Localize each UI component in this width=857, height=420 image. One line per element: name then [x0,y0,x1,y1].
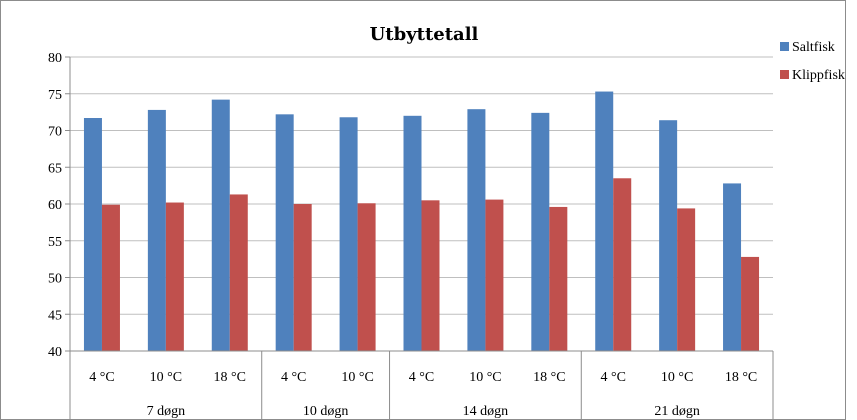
bar-saltfisk [531,112,550,351]
x-category-label: 4 °C [601,370,626,385]
y-tick-label: 75 [48,88,62,103]
bar-klippfisk [101,204,120,351]
bar-saltfisk [275,114,294,351]
y-tick-label: 40 [48,345,62,360]
y-tick-label: 55 [48,235,62,250]
legend-swatch [780,70,789,79]
x-category-label: 18 °C [214,370,246,385]
y-tick-label: 60 [48,198,62,213]
bar-klippfisk [293,204,312,351]
bar-saltfisk [83,118,102,351]
x-category-label: 10 °C [661,370,693,385]
x-group-label: 21 døgn [654,404,700,419]
x-category-label: 10 °C [469,370,501,385]
x-category-label: 4 °C [89,370,114,385]
y-tick-label: 45 [48,308,62,323]
x-category-label: 18 °C [533,370,565,385]
legend: Saltfisk Klippfisk [780,40,845,83]
y-tick-label: 65 [48,161,62,176]
legend-label: Klippfisk [792,68,845,83]
bar-saltfisk [339,117,358,352]
legend-swatch [780,42,789,51]
bar-saltfisk [723,183,742,351]
bar-saltfisk [467,109,486,351]
bar-saltfisk [147,109,166,351]
x-category-label: 10 °C [150,370,182,385]
bar-klippfisk [229,194,248,351]
bar-saltfisk [403,115,422,351]
bar-klippfisk [741,256,760,351]
bar-klippfisk [165,202,184,351]
x-group-label: 10 døgn [303,404,349,419]
bars [83,91,760,352]
bar-klippfisk [421,200,440,351]
chart-title: Utbyttetall [370,24,479,45]
x-category-label: 18 °C [725,370,757,385]
y-tick-label: 70 [48,125,62,140]
y-tick-label: 80 [48,51,62,66]
x-group-label: 7 døgn [147,404,186,419]
bar-klippfisk [549,206,568,351]
x-category-label: 4 °C [409,370,434,385]
axes: 40 45 50 55 60 65 70 75 80 4 °C 10 °C 18 °C 4 °C 10 °… [48,51,774,420]
bar-klippfisk [613,178,632,351]
bar-saltfisk [659,120,678,352]
x-category-label: 4 °C [281,370,306,385]
y-tick-label: 50 [48,272,62,287]
bar-klippfisk [677,208,696,351]
legend-label: Saltfisk [792,40,835,55]
bar-saltfisk [595,91,614,352]
bar-saltfisk [211,99,230,351]
bar-klippfisk [485,199,504,351]
x-category-label: 10 °C [341,370,373,385]
x-group-label: 14 døgn [463,404,509,419]
bar-klippfisk [357,203,376,351]
